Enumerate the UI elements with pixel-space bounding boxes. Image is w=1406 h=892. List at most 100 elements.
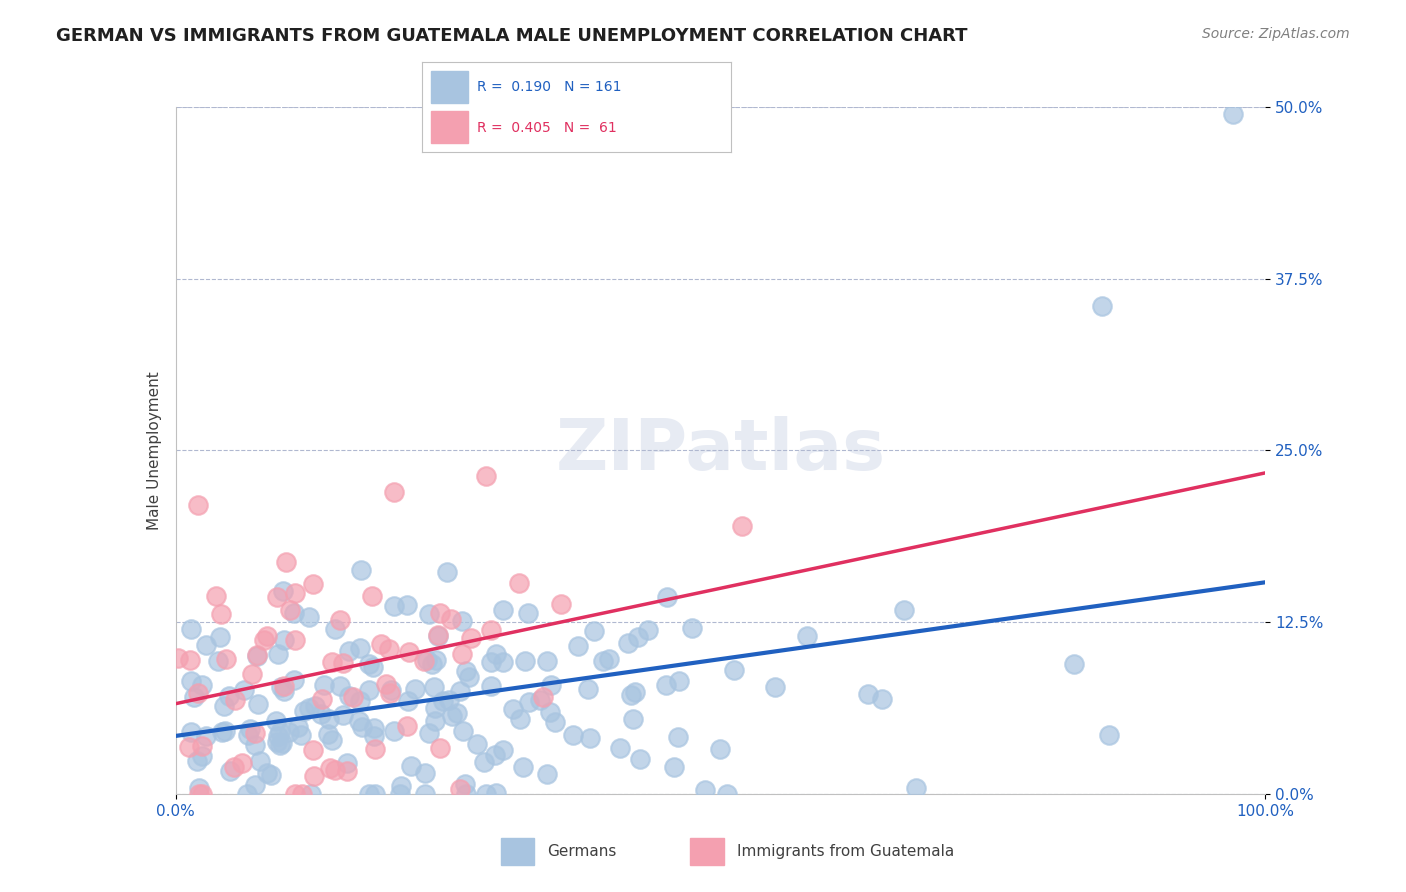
Point <box>492 655 515 669</box>
Point <box>616 636 638 650</box>
Point <box>224 759 246 773</box>
Point <box>458 670 481 684</box>
Point <box>349 694 371 708</box>
Point <box>531 690 554 704</box>
Point <box>336 764 359 779</box>
Point <box>544 715 567 730</box>
Point <box>540 678 562 692</box>
Point <box>276 555 298 569</box>
Point <box>260 768 283 782</box>
Point <box>709 742 731 756</box>
Point <box>321 733 343 747</box>
Point <box>655 678 678 692</box>
Point <box>347 714 370 728</box>
Point <box>359 683 381 698</box>
Point <box>364 787 387 801</box>
Point <box>484 747 506 762</box>
Point <box>662 759 685 773</box>
Point <box>513 654 536 668</box>
Point <box>870 691 893 706</box>
Point <box>278 602 301 616</box>
Point <box>592 654 614 668</box>
Point <box>1063 657 1085 672</box>
Point <box>180 673 202 688</box>
Point <box>399 758 422 772</box>
Point <box>314 678 336 692</box>
Point <box>180 622 202 636</box>
Point <box>191 749 214 764</box>
Point <box>425 700 447 714</box>
Point <box>218 764 240 778</box>
Point <box>179 740 201 755</box>
FancyBboxPatch shape <box>501 838 534 865</box>
Point <box>388 787 411 801</box>
Point <box>492 603 515 617</box>
Point <box>437 693 460 707</box>
Point <box>418 607 440 621</box>
Point <box>273 684 295 698</box>
Point <box>508 576 530 591</box>
Point <box>323 623 346 637</box>
Point <box>450 647 472 661</box>
Text: R =  0.405   N =  61: R = 0.405 N = 61 <box>478 120 617 135</box>
Point <box>517 695 540 709</box>
Point <box>231 756 253 770</box>
Point <box>378 686 401 700</box>
Text: Source: ZipAtlas.com: Source: ZipAtlas.com <box>1202 27 1350 41</box>
Point <box>224 693 246 707</box>
Point <box>191 787 214 801</box>
Point <box>396 719 419 733</box>
Point <box>628 751 651 765</box>
Point <box>179 653 201 667</box>
Point <box>302 577 325 591</box>
Point <box>582 624 605 638</box>
Point <box>695 782 717 797</box>
Point <box>538 705 561 719</box>
Point <box>283 606 305 620</box>
Point <box>426 628 449 642</box>
Point <box>460 632 482 646</box>
Point <box>479 679 502 693</box>
Point <box>269 738 291 752</box>
Point <box>413 787 436 801</box>
Point <box>283 673 305 688</box>
Point <box>212 699 235 714</box>
Point <box>214 723 236 738</box>
Point <box>637 623 659 637</box>
Point <box>668 673 690 688</box>
Point <box>363 722 385 736</box>
Point <box>456 787 478 801</box>
Point <box>657 590 679 604</box>
Point <box>267 648 290 662</box>
Point <box>361 659 384 673</box>
Point <box>763 680 786 694</box>
Point <box>266 591 288 605</box>
Point <box>429 741 451 756</box>
Point <box>440 709 463 723</box>
Point <box>235 787 257 801</box>
Point <box>207 654 229 668</box>
Point <box>350 720 373 734</box>
Point <box>536 654 558 668</box>
Point <box>1091 299 1114 313</box>
Point <box>190 678 212 692</box>
Point <box>166 651 188 665</box>
Point <box>578 731 600 745</box>
Point <box>284 787 307 801</box>
Point <box>598 652 620 666</box>
Point <box>413 765 436 780</box>
Point <box>253 633 276 648</box>
Text: R =  0.190   N = 161: R = 0.190 N = 161 <box>478 80 621 95</box>
Point <box>425 653 447 667</box>
Point <box>256 765 278 780</box>
Point <box>287 720 309 734</box>
Point <box>319 761 342 775</box>
Point <box>621 712 644 726</box>
Point <box>454 777 477 791</box>
Point <box>363 729 385 743</box>
Point <box>232 683 254 698</box>
Point <box>380 682 402 697</box>
Point <box>550 597 572 611</box>
Point <box>323 763 346 777</box>
Point <box>291 787 314 801</box>
